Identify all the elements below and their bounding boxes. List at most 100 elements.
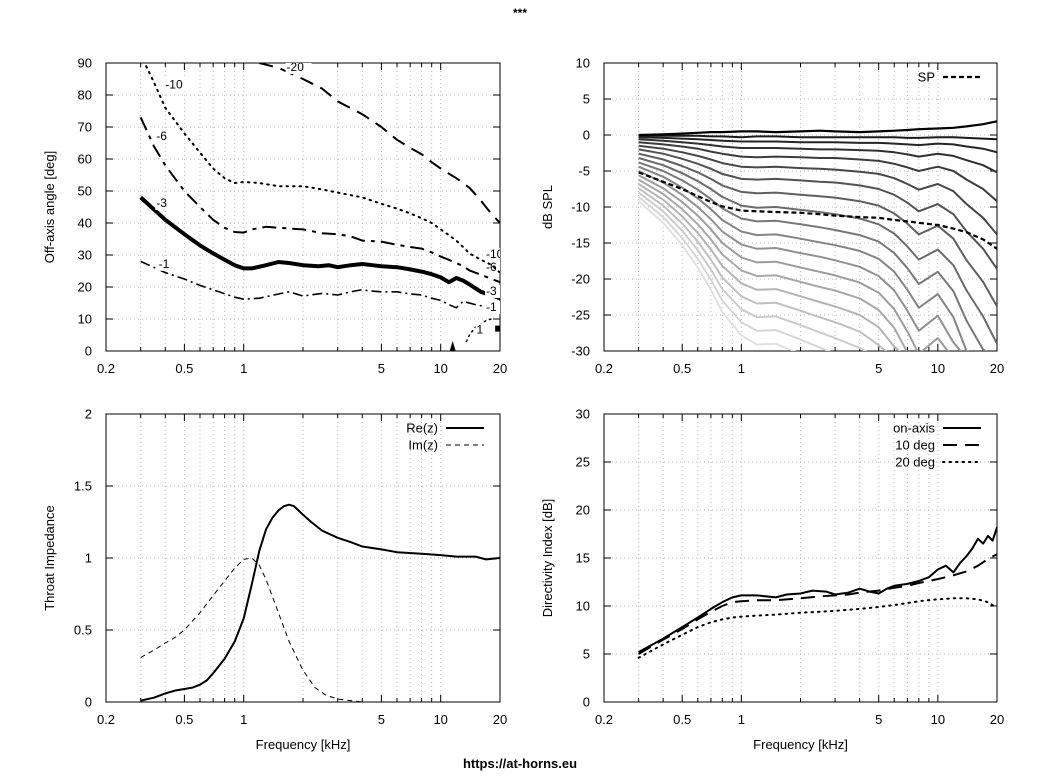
- spl-response-chart: 0.2 0.5 1 5 10 20 -30 -25 -20 -15 -10 -5 0 5 10 dB SPL S…: [540, 56, 1004, 377]
- x-tick-label: 5: [875, 712, 882, 727]
- x-tick-label: 5: [378, 712, 385, 727]
- legend-label-10-deg: 10 deg: [895, 438, 935, 453]
- plot-border: [603, 62, 998, 352]
- contour-label: -10: [165, 78, 183, 92]
- y-axis-label: dB SPL: [540, 185, 555, 229]
- spl-line-angle-90: [637, 200, 797, 351]
- y-tick-label: 20: [78, 280, 92, 295]
- y-tick-label: 1: [85, 551, 92, 566]
- spl-line-angle-30: [638, 148, 997, 270]
- y-tick-label: 50: [78, 184, 92, 199]
- impedance-line-imz: [140, 557, 500, 702]
- plot-border: [603, 413, 998, 703]
- contour-label: -1: [159, 257, 170, 271]
- contour-marker: [495, 325, 500, 332]
- y-tick-label: 5: [583, 92, 590, 107]
- contour-line-m20: [259, 63, 500, 224]
- y-axis-label: Off-axis angle [deg]: [42, 151, 57, 264]
- spl-response-grid: [604, 63, 997, 351]
- contour-marker: [449, 341, 456, 351]
- x-tick-label: 0.5: [673, 712, 691, 727]
- spl-response-data: [637, 120, 997, 351]
- x-tick-label: 5: [378, 361, 385, 376]
- y-tick-label: 40: [78, 216, 92, 231]
- spl-line-angle-5: [638, 134, 997, 141]
- figure-title: ***: [512, 6, 527, 20]
- contour-line-m1: [140, 260, 500, 312]
- spl-line-angle-25: [638, 144, 997, 236]
- contour-line-m6: [139, 116, 500, 284]
- impedance-line-rez: [140, 503, 500, 702]
- y-tick-label: 1.5: [74, 479, 92, 494]
- y-tick-label: 80: [78, 88, 92, 103]
- spl-line-angle-40: [638, 157, 997, 345]
- contour-label: -6: [156, 129, 167, 143]
- di-line-on-axis: [638, 526, 997, 653]
- x-axis-label: Frequency [kHz]: [753, 737, 848, 752]
- spl-line-angle-20: [638, 141, 997, 202]
- x-tick-label: 10: [931, 712, 945, 727]
- x-tick-label: 0.2: [97, 361, 115, 376]
- y-tick-label: -30: [571, 344, 590, 359]
- spl-line-angle-35: [638, 152, 997, 307]
- contour-label: 1: [477, 322, 484, 336]
- y-tick-label: 25: [576, 455, 590, 470]
- x-tick-label: 1: [240, 361, 247, 376]
- contour-label: -10: [486, 247, 504, 261]
- y-tick-label: 20: [576, 503, 590, 518]
- spl-line-sp: [638, 171, 997, 250]
- di-line-20-deg: [637, 597, 997, 659]
- contour-label: -6: [486, 260, 497, 274]
- y-tick-label: 0: [583, 128, 590, 143]
- y-tick-label: 0: [85, 695, 92, 710]
- x-tick-label: 0.5: [175, 712, 193, 727]
- y-tick-label: -5: [578, 164, 590, 179]
- x-tick-label: 10: [931, 361, 945, 376]
- x-tick-label: 10: [433, 712, 447, 727]
- y-tick-label: 0: [85, 344, 92, 359]
- legend-label-20-deg: 20 deg: [895, 455, 935, 470]
- directivity-index-data: [637, 526, 997, 659]
- polar-contours-chart: 0.2 0.5 1 5 10 20 0 10 20 30 40 50 60 70 80 90 Off-axis …: [42, 56, 507, 377]
- y-tick-label: -15: [571, 236, 590, 251]
- y-tick-label: 0: [583, 695, 590, 710]
- di-line-10-deg: [638, 553, 997, 655]
- x-axis-label: Frequency [kHz]: [256, 737, 351, 752]
- y-tick-label: 30: [78, 248, 92, 263]
- footer-url[interactable]: https://at-horns.eu: [462, 756, 578, 771]
- legend-label-re-z-: Re(z): [406, 421, 438, 436]
- x-tick-label: 20: [990, 361, 1004, 376]
- throat-impedance-data: [140, 503, 500, 702]
- spl-line-angle-15: [638, 138, 997, 174]
- x-tick-label: 0.2: [97, 712, 115, 727]
- contour-line-m3: [139, 195, 500, 301]
- y-tick-label: 60: [78, 152, 92, 167]
- contour-line-m10: [145, 65, 500, 274]
- x-tick-label: 0.2: [595, 712, 613, 727]
- x-tick-label: 1: [738, 712, 745, 727]
- throat-impedance-chart: 0.2 0.5 1 5 10 20 0 0.5 1 1.5 2 Throat Impedance Fre…: [42, 407, 507, 753]
- y-tick-label: -25: [571, 308, 590, 323]
- spl-line-angle-70: [638, 183, 901, 351]
- y-tick-label: 10: [576, 599, 590, 614]
- spl-line-angle-75: [638, 187, 888, 351]
- y-tick-label: 15: [576, 551, 590, 566]
- y-tick-label: 70: [78, 120, 92, 135]
- spl-line-angle-85: [637, 196, 831, 351]
- x-tick-label: 5: [875, 361, 882, 376]
- y-tick-label: -10: [571, 200, 590, 215]
- x-tick-label: 0.5: [673, 361, 691, 376]
- x-tick-label: 1: [240, 712, 247, 727]
- contour-label: -3: [156, 196, 167, 210]
- x-tick-label: 20: [493, 361, 507, 376]
- y-tick-label: 10: [78, 312, 92, 327]
- y-tick-label: 10: [576, 56, 590, 71]
- polar-contours-data: -1-1-3-3-6-6-10-10-201: [139, 63, 504, 351]
- y-axis-label: Directivity Index [dB]: [540, 499, 555, 618]
- x-tick-label: 10: [433, 361, 447, 376]
- spl-line-angle-45: [638, 161, 988, 351]
- legend-label-im-z-: Im(z): [408, 438, 438, 453]
- y-tick-label: 5: [583, 647, 590, 662]
